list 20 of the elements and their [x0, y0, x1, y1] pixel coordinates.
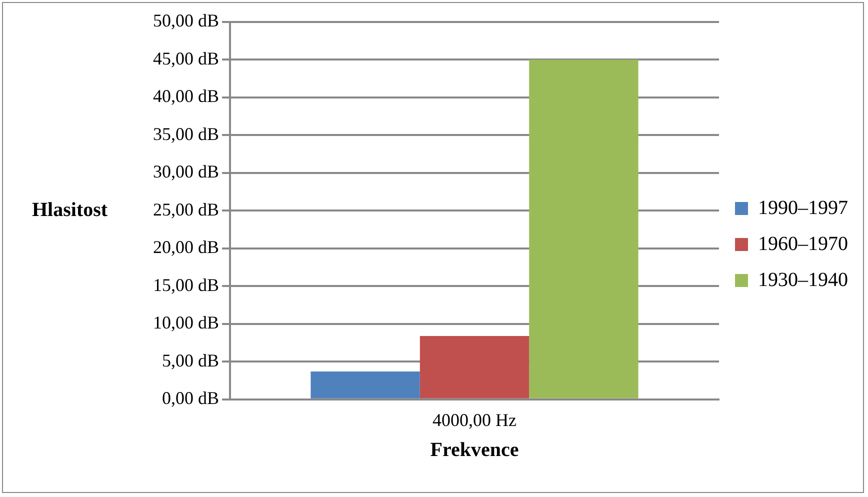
y-tick-label: 5,00 dB — [162, 350, 220, 370]
legend-label: 1960–1970 — [758, 232, 848, 255]
y-tick-label: 20,00 dB — [152, 237, 220, 258]
y-tick-label: 35,00 dB — [152, 124, 220, 144]
y-tick-label: 50,00 dB — [152, 10, 220, 31]
y-axis-title: Hlasitost — [32, 198, 108, 221]
bar — [420, 336, 530, 398]
y-tick-label: 25,00 dB — [152, 199, 220, 220]
x-tick-label: 4000,00 Hz — [432, 410, 517, 430]
y-tick-label: 10,00 dB — [152, 312, 220, 333]
x-axis-title: Frekvence — [430, 439, 519, 462]
y-tick-label: 0,00 dB — [162, 388, 220, 408]
y-tick-label: 40,00 dB — [152, 86, 220, 106]
y-tick-label: 30,00 dB — [152, 162, 220, 182]
y-tick-label: 45,00 dB — [152, 48, 220, 68]
bar — [310, 371, 420, 398]
legend-label: 1930–1940 — [758, 268, 848, 291]
bar — [529, 60, 638, 398]
y-tick-label: 15,00 dB — [152, 274, 220, 295]
legend-label: 1990–1997 — [758, 196, 848, 219]
